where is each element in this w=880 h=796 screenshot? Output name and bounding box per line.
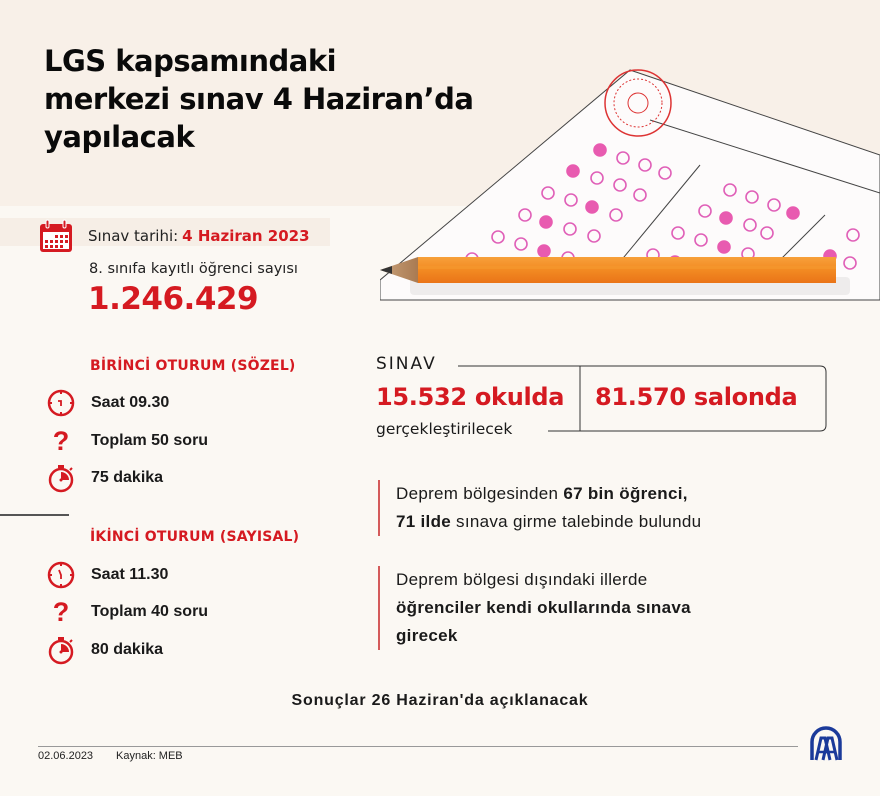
footer-divider: [38, 746, 798, 747]
question-icon: ?: [52, 425, 70, 456]
session-2-time: Saat 11.30: [46, 560, 168, 590]
exam-box-footer: gerçekleştirilecek: [376, 420, 513, 438]
clock-icon: [46, 560, 76, 590]
answer-sheet-illustration: [379, 55, 880, 305]
session-divider: [0, 514, 69, 516]
exam-date-value: 4 Haziran 2023: [182, 227, 310, 245]
student-count-label: 8. sınıfa kayıtlı öğrenci sayısı: [89, 261, 298, 277]
exam-date-row: Sınav tarihi: 4 Haziran 2023: [38, 219, 310, 253]
results-announcement: Sonuçlar 26 Haziran'da açıklanacak: [291, 692, 589, 709]
aa-logo-icon: [810, 726, 842, 761]
student-count-value: 1.246.429: [88, 281, 259, 317]
page-title: LGS kapsamındaki merkezi sınav 4 Haziran…: [44, 42, 564, 156]
footer-date: 02.06.2023: [38, 750, 94, 762]
school-count: 15.532 okulda: [376, 383, 565, 411]
title-line-3: yapılacak: [44, 120, 195, 154]
stopwatch-icon: [46, 463, 76, 493]
session-1-time: Saat 09.30: [46, 388, 169, 418]
earthquake-note-1: Deprem bölgesinden 67 bin öğrenci, 71 il…: [378, 480, 701, 536]
session-2-duration: 80 dakika: [46, 635, 163, 665]
title-line-1: LGS kapsamındaki: [44, 44, 337, 78]
earthquake-note-2: Deprem bölgesi dışındaki illerde öğrenci…: [378, 566, 691, 650]
seal-icon: [604, 69, 672, 137]
footer-source: Kaynak: MEB: [116, 750, 183, 762]
stopwatch-icon: [46, 635, 76, 665]
question-icon: ?: [52, 596, 70, 627]
exam-box-frame: [458, 365, 827, 432]
session-2-questions: ? Toplam 40 soru: [46, 597, 208, 627]
session-2-title: İKİNCİ OTURUM (SAYISAL): [90, 529, 300, 545]
clock-icon: [46, 388, 76, 418]
hall-count: 81.570 salonda: [595, 383, 798, 411]
session-1-duration: 75 dakika: [46, 463, 163, 493]
session-1-questions: ? Toplam 50 soru: [46, 426, 208, 456]
calendar-icon: [40, 219, 72, 252]
title-line-2: merkezi sınav 4 Haziran’da: [44, 82, 474, 116]
exam-box-heading: SINAV: [376, 354, 437, 374]
exam-date-label: Sınav tarihi:: [88, 227, 179, 245]
session-1-title: BİRİNCİ OTURUM (SÖZEL): [90, 358, 296, 374]
